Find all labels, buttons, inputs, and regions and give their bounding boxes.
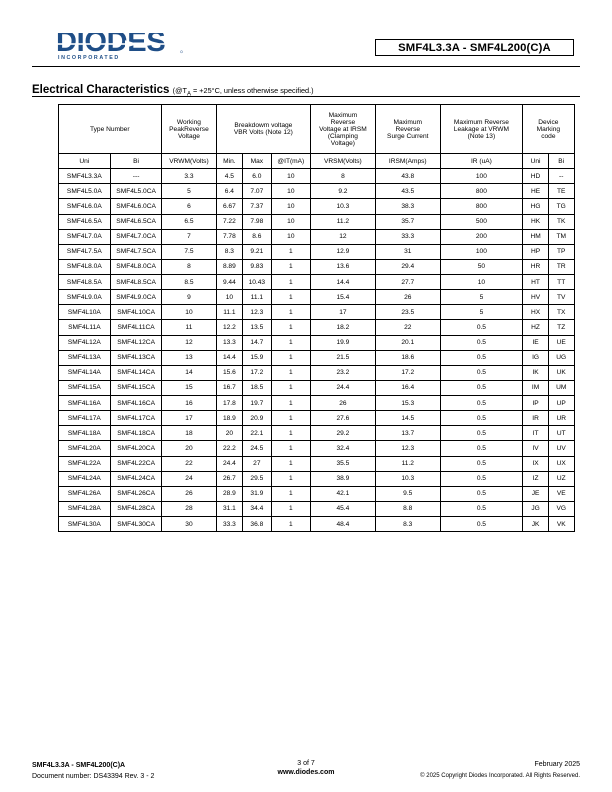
svg-text:DIODES: DIODES	[57, 33, 165, 55]
